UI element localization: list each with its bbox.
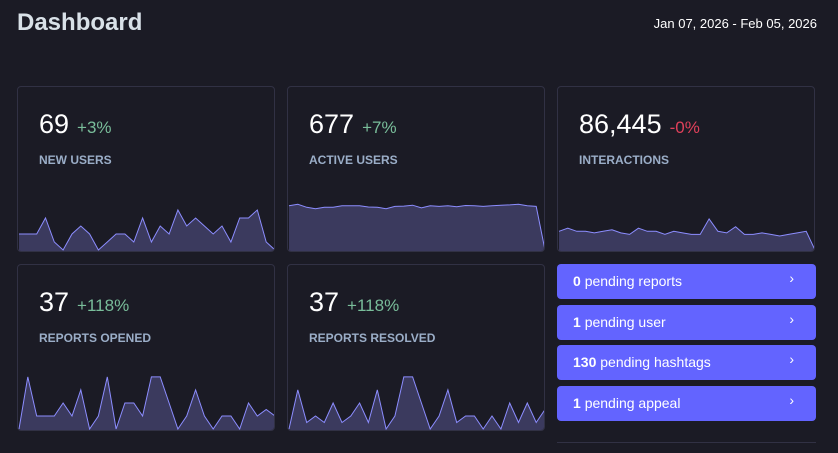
pending-users-button[interactable]: 1 pending user › bbox=[557, 305, 816, 340]
divider bbox=[557, 442, 816, 443]
sparkline-area bbox=[19, 376, 274, 430]
metric-number: 86,445 bbox=[579, 109, 662, 139]
pending-text: pending reports bbox=[584, 273, 682, 289]
pending-hashtags-button[interactable]: 130 pending hashtags › bbox=[557, 345, 816, 380]
metric-card-reports-opened: 37 +118% REPORTS OPENED bbox=[17, 264, 275, 431]
pending-count: 130 bbox=[573, 354, 597, 370]
chevron-right-icon: › bbox=[789, 351, 794, 367]
sparkline bbox=[288, 203, 544, 251]
sparkline-line bbox=[288, 376, 544, 430]
sparkline-area bbox=[289, 376, 544, 430]
chevron-right-icon: › bbox=[789, 392, 794, 408]
metric-card-interactions: 86,445 -0% INTERACTIONS bbox=[557, 86, 815, 252]
metric-number: 37 bbox=[309, 287, 340, 317]
sparkline-line bbox=[288, 203, 544, 248]
metric-number: 69 bbox=[39, 109, 70, 139]
pending-count: 1 bbox=[573, 395, 581, 411]
metric-number: 677 bbox=[309, 109, 355, 139]
sparkline-line bbox=[558, 217, 814, 250]
pending-reports-button[interactable]: 0 pending reports › bbox=[557, 264, 816, 299]
pending-count: 1 bbox=[573, 314, 581, 330]
pending-text: pending appeal bbox=[584, 395, 681, 411]
metric-value: 37 +118% bbox=[39, 287, 129, 318]
sparkline bbox=[288, 376, 544, 430]
metric-change: +7% bbox=[362, 118, 397, 137]
metric-value: 677 +7% bbox=[309, 109, 397, 140]
metric-label: REPORTS OPENED bbox=[39, 331, 152, 345]
sparkline bbox=[558, 217, 814, 251]
metric-change: +118% bbox=[347, 296, 400, 315]
date-range: Jan 07, 2026 - Feb 05, 2026 bbox=[653, 16, 817, 31]
metric-card-active-users: 677 +7% ACTIVE USERS bbox=[287, 86, 545, 252]
metric-label: NEW USERS bbox=[39, 153, 112, 167]
metric-value: 69 +3% bbox=[39, 109, 112, 140]
metric-card-new-users: 69 +3% NEW USERS bbox=[17, 86, 275, 252]
chevron-right-icon: › bbox=[789, 311, 794, 327]
metric-change: +3% bbox=[77, 118, 112, 137]
pending-appeals-button[interactable]: 1 pending appeal › bbox=[557, 386, 816, 421]
metric-label: INTERACTIONS bbox=[579, 153, 669, 167]
metric-change: -0% bbox=[669, 118, 700, 137]
metric-value: 37 +118% bbox=[309, 287, 399, 318]
pending-text: pending user bbox=[584, 314, 666, 330]
sparkline-area bbox=[289, 204, 544, 251]
page-title: Dashboard bbox=[17, 9, 143, 36]
pending-text: pending hashtags bbox=[600, 354, 711, 370]
sparkline-line bbox=[19, 208, 274, 251]
pending-count: 0 bbox=[573, 273, 581, 289]
metric-card-reports-resolved: 37 +118% REPORTS RESOLVED bbox=[287, 264, 545, 431]
sparkline-area bbox=[559, 218, 814, 251]
sparkline bbox=[19, 208, 274, 251]
metric-label: REPORTS RESOLVED bbox=[309, 331, 436, 345]
chevron-right-icon: › bbox=[789, 270, 794, 286]
sparkline-line bbox=[18, 376, 274, 430]
metric-change: +118% bbox=[77, 296, 130, 315]
metric-value: 86,445 -0% bbox=[579, 109, 700, 140]
metric-label: ACTIVE USERS bbox=[309, 153, 398, 167]
metric-number: 37 bbox=[39, 287, 70, 317]
sparkline bbox=[18, 376, 274, 430]
sparkline-area bbox=[19, 210, 274, 251]
